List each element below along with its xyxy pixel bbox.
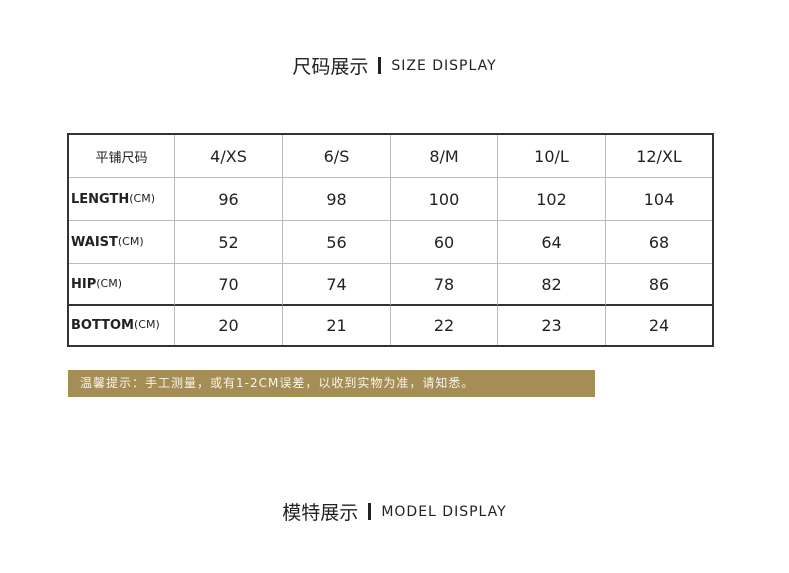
heading-cn: 尺码展示 bbox=[292, 56, 369, 78]
size-value: 56 bbox=[283, 221, 391, 264]
model-display-heading: 模特展示 MODEL DISPLAY bbox=[0, 498, 789, 525]
size-value: 21 bbox=[283, 306, 391, 345]
corner-header: 平铺尺码 bbox=[69, 135, 175, 178]
size-value: 78 bbox=[391, 264, 498, 306]
heading-en: MODEL DISPLAY bbox=[381, 503, 507, 520]
size-value: 23 bbox=[498, 306, 606, 345]
size-display-heading: 尺码展示 SIZE DISPLAY bbox=[0, 52, 789, 79]
size-value: 52 bbox=[175, 221, 283, 264]
size-value: 82 bbox=[498, 264, 606, 306]
size-value: 70 bbox=[175, 264, 283, 306]
note-bar: 温馨提示：手工测量，或有1-2CM误差，以收到实物为准，请知悉。 bbox=[68, 370, 595, 397]
size-value: 22 bbox=[391, 306, 498, 345]
size-value: 60 bbox=[391, 221, 498, 264]
size-value: 98 bbox=[283, 178, 391, 221]
heading-en: SIZE DISPLAY bbox=[391, 57, 497, 74]
size-value: 96 bbox=[175, 178, 283, 221]
row-header: LENGTH (CM) bbox=[69, 178, 175, 221]
row-unit: (CM) bbox=[133, 318, 160, 331]
row-header: HIP (CM) bbox=[69, 264, 175, 306]
divider bbox=[368, 503, 372, 520]
size-value: 74 bbox=[283, 264, 391, 306]
column-header: 10/L bbox=[498, 135, 606, 178]
column-header: 4/XS bbox=[175, 135, 283, 178]
row-unit: (CM) bbox=[129, 191, 155, 205]
size-table: 平铺尺码 4/XS 6/S 8/M 10/L 12/XL LENGTH (CM) 96 98 100… bbox=[67, 133, 714, 347]
row-label: HIP bbox=[71, 276, 97, 292]
size-value: 102 bbox=[498, 178, 606, 221]
column-header: 6/S bbox=[283, 135, 391, 178]
size-value: 64 bbox=[498, 221, 606, 264]
row-label: WAIST bbox=[71, 234, 118, 250]
divider bbox=[378, 57, 382, 74]
size-value: 86 bbox=[606, 264, 712, 306]
row-label: LENGTH bbox=[71, 191, 130, 207]
row-unit: (CM) bbox=[117, 234, 144, 248]
row-header: BOTTOM (CM) bbox=[69, 306, 175, 345]
size-value: 100 bbox=[391, 178, 498, 221]
column-header: 12/XL bbox=[606, 135, 712, 178]
heading-cn: 模特展示 bbox=[282, 502, 359, 524]
row-label: BOTTOM bbox=[71, 318, 134, 333]
column-header: 8/M bbox=[391, 135, 498, 178]
row-unit: (CM) bbox=[96, 276, 123, 290]
size-value: 104 bbox=[606, 178, 712, 221]
row-header: WAIST (CM) bbox=[69, 221, 175, 264]
size-value: 20 bbox=[175, 306, 283, 345]
size-value: 24 bbox=[648, 316, 670, 335]
size-value: 68 bbox=[606, 221, 712, 264]
